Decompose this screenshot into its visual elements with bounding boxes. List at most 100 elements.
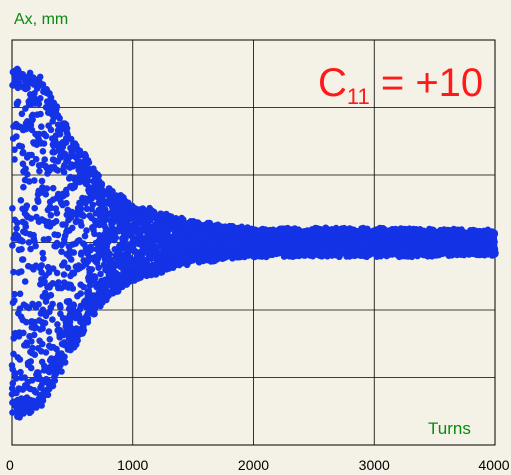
data-point [24,84,31,92]
data-point [23,202,31,209]
data-point [26,178,33,185]
data-point [28,338,35,345]
data-point [56,114,63,122]
data-point [17,368,24,376]
data-point [112,234,120,241]
data-point [9,409,16,416]
data-point [52,218,60,225]
data-point [56,130,64,138]
data-point [23,318,30,326]
data-point [61,353,68,361]
data-point [53,209,61,217]
data-point [69,285,77,292]
data-point [16,290,24,298]
data-point [17,197,25,204]
data-point [84,177,92,185]
data-point [57,304,64,311]
data-point [37,110,44,118]
data-point [43,185,51,192]
data-point [89,201,97,209]
data-point [46,336,54,343]
data-point [58,248,65,255]
data-points [8,65,499,421]
data-point [67,256,75,263]
data-point [35,373,43,381]
data-point [34,198,42,205]
data-point [40,255,47,262]
data-point [39,148,47,155]
data-point [12,375,20,382]
data-point [53,103,61,110]
data-point [41,319,49,327]
data-point [84,315,92,322]
data-point [29,116,36,123]
data-point [41,278,48,286]
data-point [16,356,24,363]
data-point [87,246,94,254]
data-point [61,359,69,366]
data-point [67,214,75,221]
y-axis-label: Ax, mm [14,11,68,28]
data-point [80,283,87,291]
data-point [44,391,52,399]
data-point [98,182,105,189]
data-point [26,69,34,77]
data-point [45,269,53,276]
data-point [37,95,44,102]
data-point [18,245,25,253]
data-point [18,110,26,118]
data-point [49,300,56,308]
data-point [39,340,46,348]
data-point [9,380,17,387]
data-point [54,231,62,239]
data-point [42,349,50,356]
data-point [102,225,110,233]
data-point [28,151,35,159]
data-point [63,199,70,207]
data-point [18,268,25,275]
data-point [63,129,71,136]
data-point [54,121,62,129]
data-point [78,222,85,229]
data-point [21,278,29,285]
data-point [60,271,68,278]
data-point [32,155,40,163]
data-point [70,301,77,309]
data-point [38,123,45,130]
data-point [69,224,76,232]
data-point [31,177,38,184]
data-point [19,238,26,245]
data-point [10,268,17,276]
data-point [38,177,46,185]
data-point [25,239,33,246]
data-point [70,249,78,256]
data-point [30,331,38,339]
data-point [29,344,36,352]
data-point [74,337,81,344]
data-point [44,263,52,271]
data-point [24,171,31,178]
data-point [9,205,16,212]
data-point [47,204,55,212]
data-point [9,242,16,249]
data-point [85,159,93,166]
data-point [12,370,19,377]
data-point [36,73,44,81]
data-point [39,249,46,257]
data-point [27,364,35,372]
data-point [19,160,27,168]
data-point [41,156,48,163]
data-point [11,156,18,163]
data-point [95,264,102,272]
data-point [40,140,48,147]
data-point [19,256,27,263]
data-point [31,351,39,359]
data-point [77,290,84,297]
data-point [91,274,99,282]
data-point [40,362,48,370]
data-point [11,146,18,153]
data-point [18,143,26,150]
data-point [20,329,27,337]
data-point [91,310,98,318]
